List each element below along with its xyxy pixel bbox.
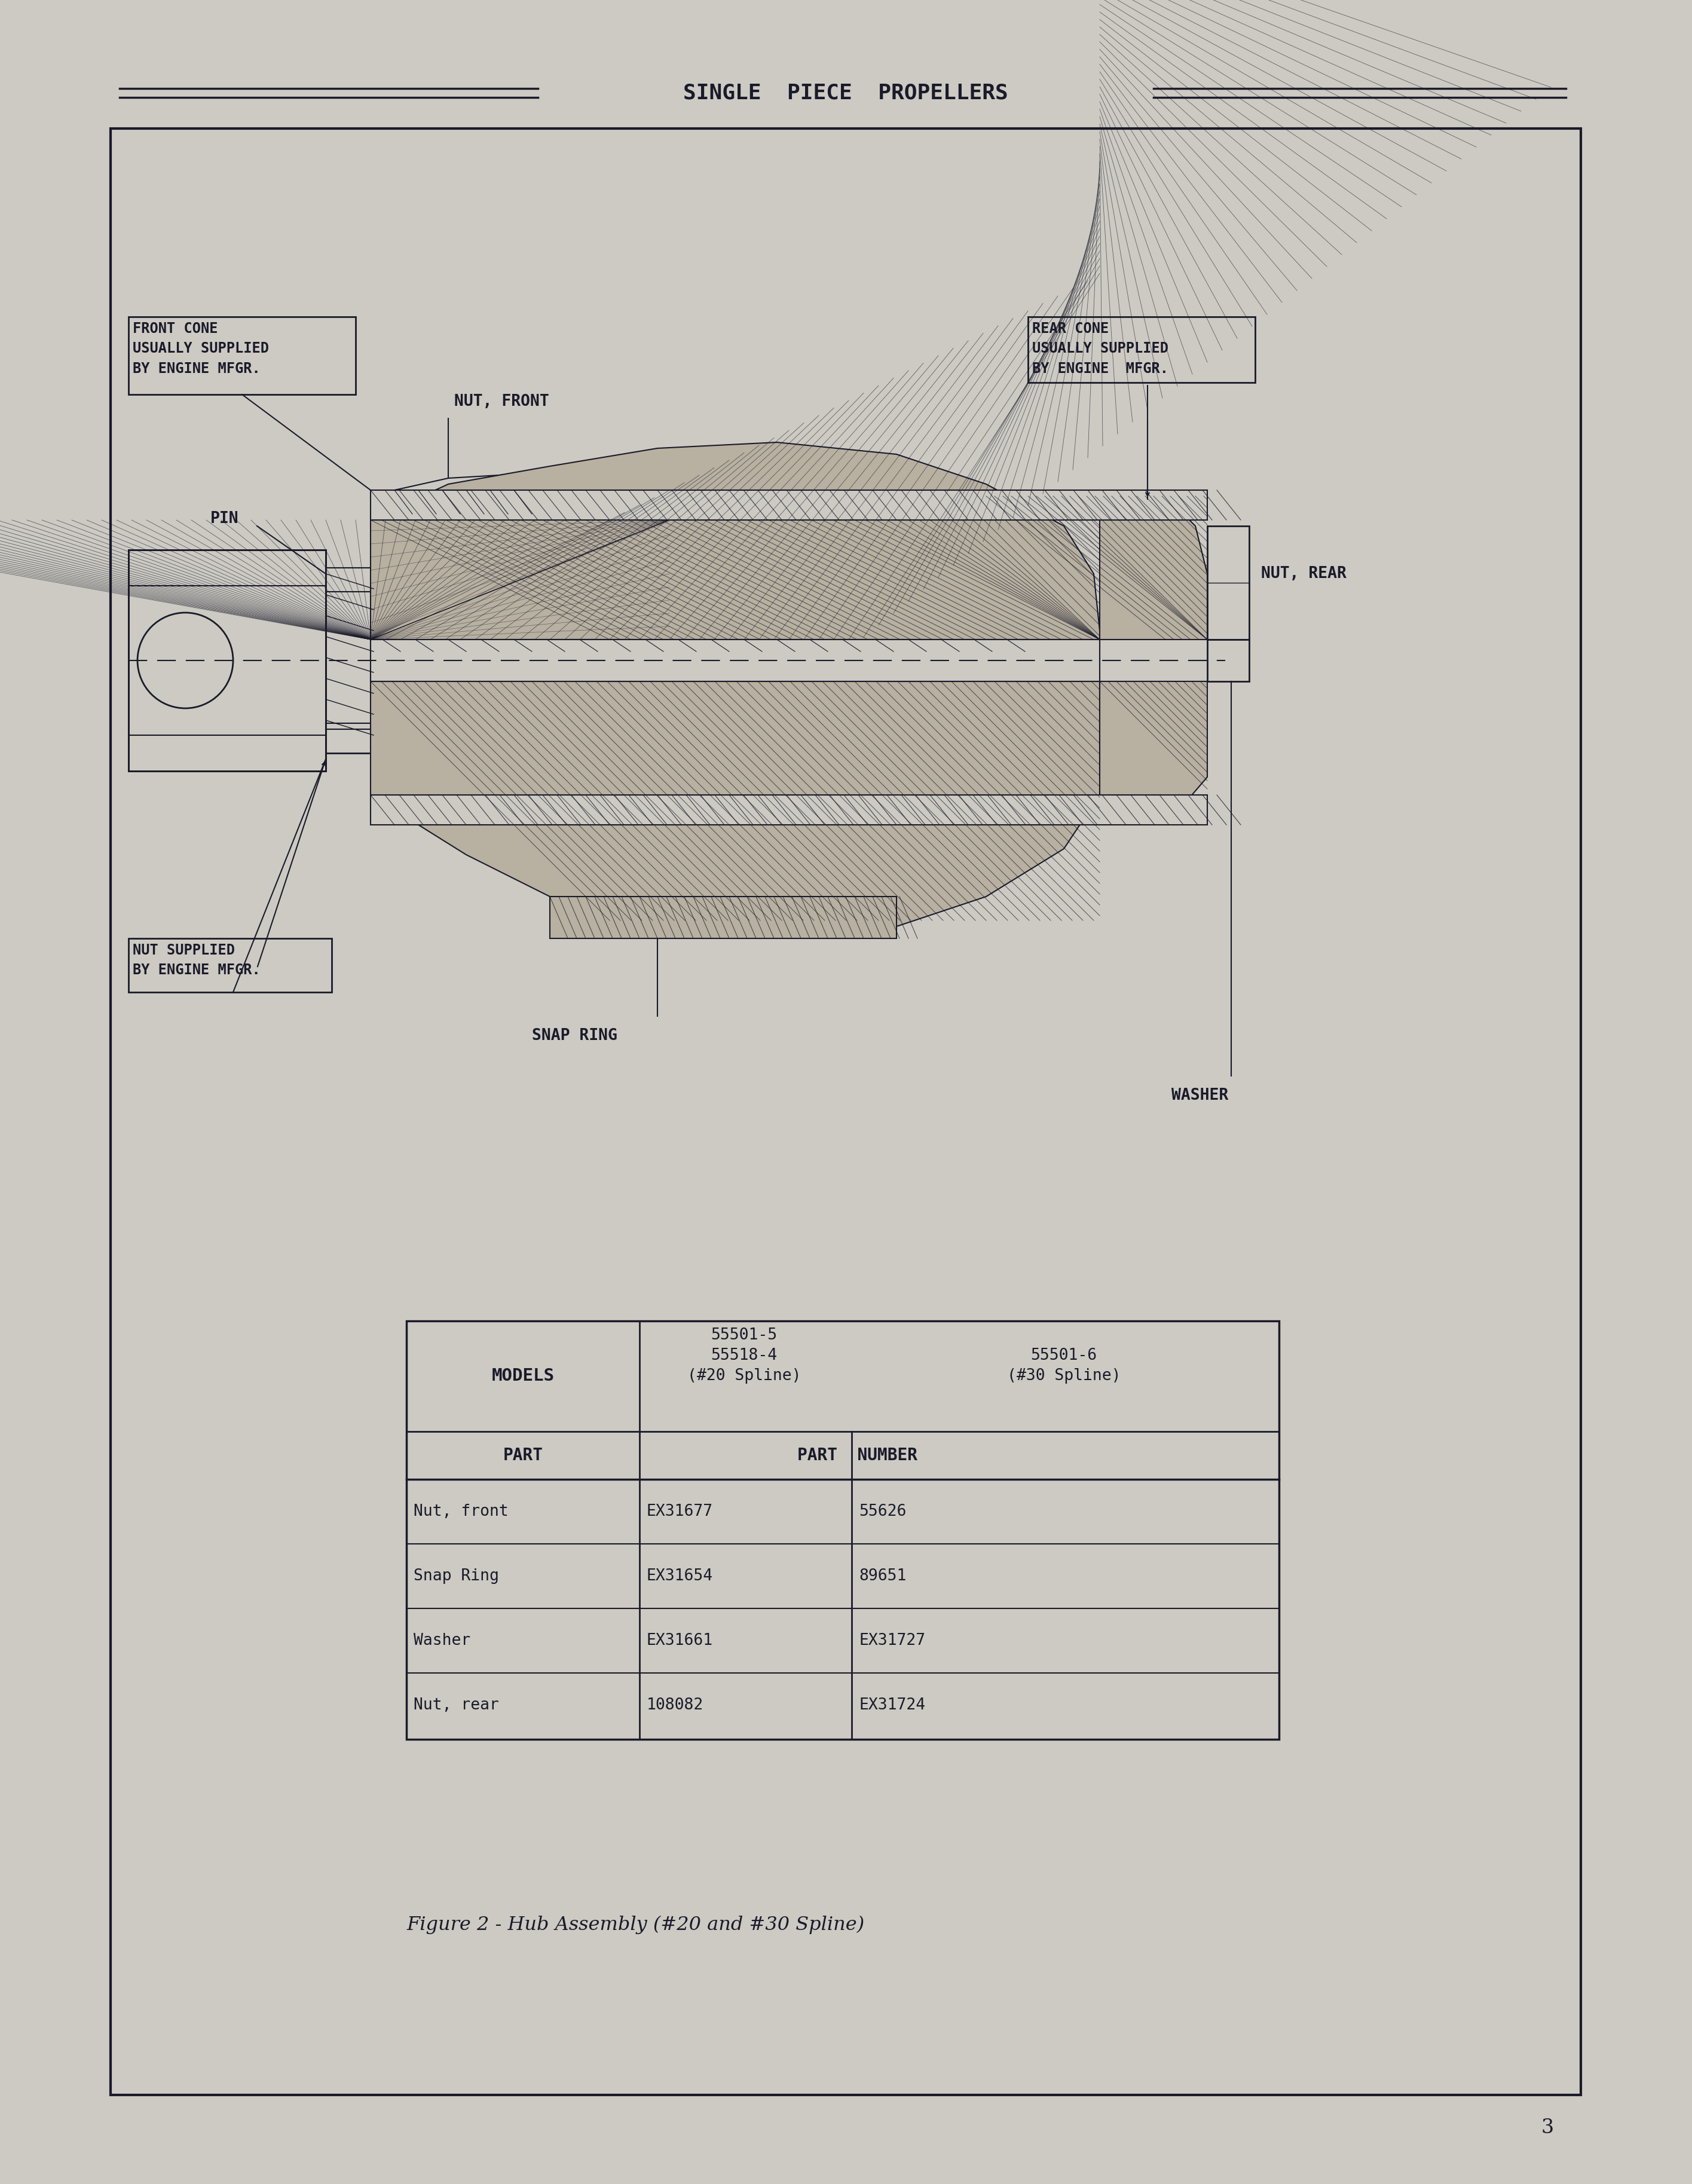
Text: SINGLE  PIECE  PROPELLERS: SINGLE PIECE PROPELLERS (684, 83, 1008, 103)
Text: Washer: Washer (413, 1634, 470, 1649)
Text: 3: 3 (1541, 2118, 1553, 2138)
Text: PART  NUMBER: PART NUMBER (797, 1448, 917, 1463)
Text: Nut, rear: Nut, rear (413, 1697, 499, 1712)
Text: NUT, REAR: NUT, REAR (1261, 566, 1347, 581)
Polygon shape (1100, 681, 1208, 826)
Bar (129, 317, 355, 395)
Polygon shape (327, 472, 550, 592)
Bar (371, 489, 1208, 520)
Bar (406, 1321, 1279, 1738)
Text: EX31724: EX31724 (860, 1697, 926, 1712)
Text: PART: PART (503, 1448, 543, 1463)
Text: Snap Ring: Snap Ring (413, 1568, 499, 1583)
Polygon shape (371, 443, 1100, 640)
Bar (371, 640, 1100, 681)
Text: FRONT CONE
USUALLY SUPPLIED
BY ENGINE MFGR.: FRONT CONE USUALLY SUPPLIED BY ENGINE MF… (132, 321, 269, 376)
Text: EX31661: EX31661 (646, 1634, 712, 1649)
Text: NUT, FRONT: NUT, FRONT (453, 393, 550, 408)
Text: SNAP RING: SNAP RING (531, 1029, 618, 1044)
Polygon shape (371, 681, 1100, 939)
Bar (371, 795, 1208, 826)
Text: EX31677: EX31677 (646, 1505, 712, 1520)
Text: REAR CONE
USUALLY SUPPLIED
BY ENGINE  MFGR.: REAR CONE USUALLY SUPPLIED BY ENGINE MFG… (1032, 321, 1169, 376)
Text: 89651: 89651 (860, 1568, 907, 1583)
Text: EX31727: EX31727 (860, 1634, 926, 1649)
Polygon shape (1208, 526, 1249, 640)
Text: NUT SUPPLIED
BY ENGINE MFGR.: NUT SUPPLIED BY ENGINE MFGR. (132, 943, 261, 978)
Text: MODELS: MODELS (492, 1367, 555, 1385)
Text: 55626: 55626 (860, 1505, 907, 1520)
Text: PIN: PIN (210, 511, 239, 526)
Text: 108082: 108082 (646, 1697, 704, 1712)
Polygon shape (986, 489, 1208, 640)
Bar (129, 550, 327, 771)
Polygon shape (550, 898, 897, 939)
Text: 55501-6
(#30 Spline): 55501-6 (#30 Spline) (1007, 1348, 1120, 1385)
Bar (1208, 640, 1249, 681)
Text: EX31654: EX31654 (646, 1568, 712, 1583)
Polygon shape (327, 723, 550, 819)
Bar (327, 568, 374, 753)
Bar (110, 129, 1580, 2094)
Text: WASHER: WASHER (1171, 1088, 1228, 1103)
Bar (129, 939, 332, 992)
Text: Nut, front: Nut, front (413, 1505, 509, 1520)
Text: Figure 2 - Hub Assembly (#20 and #30 Spline): Figure 2 - Hub Assembly (#20 and #30 Spl… (406, 1915, 865, 1933)
Bar (1029, 317, 1255, 382)
Text: 55501-5
55518-4
(#20 Spline): 55501-5 55518-4 (#20 Spline) (687, 1328, 800, 1385)
Bar (371, 640, 1100, 681)
